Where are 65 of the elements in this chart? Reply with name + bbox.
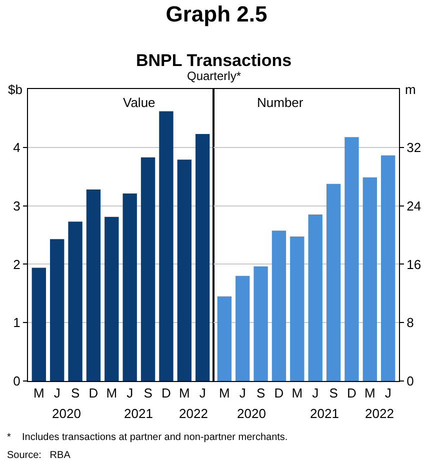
x-tick-label: J — [312, 386, 319, 401]
x-tick-label: J — [199, 386, 206, 401]
text: 2020 — [52, 406, 81, 421]
y-tick-label: 0 — [13, 374, 20, 389]
y-tick-label: 16 — [406, 256, 422, 272]
bar — [32, 268, 46, 381]
x-tick-label: J — [384, 386, 392, 401]
x-tick-label: S — [70, 386, 80, 401]
text: 2022 — [365, 406, 394, 421]
bar — [344, 137, 359, 381]
bar — [177, 160, 192, 381]
annotation: Value — [123, 95, 156, 110]
text: Quarterly* — [187, 69, 242, 83]
bar — [159, 111, 174, 381]
source-note: Source: RBA — [7, 450, 71, 461]
x-tick-label: M — [178, 386, 190, 401]
bar — [86, 189, 101, 381]
bar — [236, 276, 250, 381]
bar — [196, 134, 210, 381]
x-tick-label: D — [88, 386, 98, 401]
annotation: Number — [257, 95, 304, 110]
y-axis-title: $b — [8, 82, 22, 97]
text: 2021 — [124, 406, 153, 421]
x-tick-label: M — [33, 386, 44, 401]
x-tick-label: J — [54, 386, 60, 401]
bar — [122, 194, 137, 381]
y-tick-label: 0 — [406, 374, 414, 389]
y-axis-title: m — [405, 82, 416, 97]
x-tick-label: M — [218, 386, 230, 401]
text: 2020 — [237, 406, 266, 421]
y-tick-label: 2 — [13, 256, 20, 272]
y-tick-label: 1 — [13, 315, 20, 330]
chart-title: Graph 2.5 — [166, 1, 268, 26]
x-tick-label: M — [106, 386, 118, 401]
bar — [50, 239, 64, 381]
bar — [254, 266, 268, 381]
x-tick-label: S — [329, 386, 338, 401]
bar — [217, 296, 232, 381]
text: 2021 — [310, 406, 339, 421]
bar — [140, 157, 156, 381]
y-tick-label: 8 — [406, 315, 414, 330]
x-tick-label: D — [274, 386, 284, 401]
x-tick-label: M — [292, 386, 303, 401]
x-tick-label: S — [256, 386, 266, 401]
y-tick-label: 24 — [406, 198, 422, 214]
bar — [290, 236, 304, 381]
x-tick-label: S — [144, 386, 153, 401]
y-tick-label: 4 — [13, 140, 20, 155]
bar — [362, 177, 377, 381]
x-tick-label: M — [364, 386, 376, 401]
chart-subtitle: BNPL Transactions — [136, 51, 292, 70]
text: 2022 — [179, 406, 208, 421]
bar — [68, 222, 82, 381]
x-tick-label: J — [239, 386, 246, 401]
y-tick-label: 3 — [13, 198, 20, 214]
y-tick-label: 32 — [406, 140, 422, 155]
bar — [326, 184, 341, 381]
bar — [308, 214, 322, 381]
x-tick-label: D — [347, 386, 356, 401]
x-tick-label: D — [162, 386, 171, 401]
bar — [272, 230, 286, 381]
text: * Includes transactions at partner and non-partner merchants. — [7, 432, 288, 443]
x-tick-label: J — [126, 386, 134, 401]
bar — [104, 216, 119, 381]
bar — [381, 155, 396, 381]
